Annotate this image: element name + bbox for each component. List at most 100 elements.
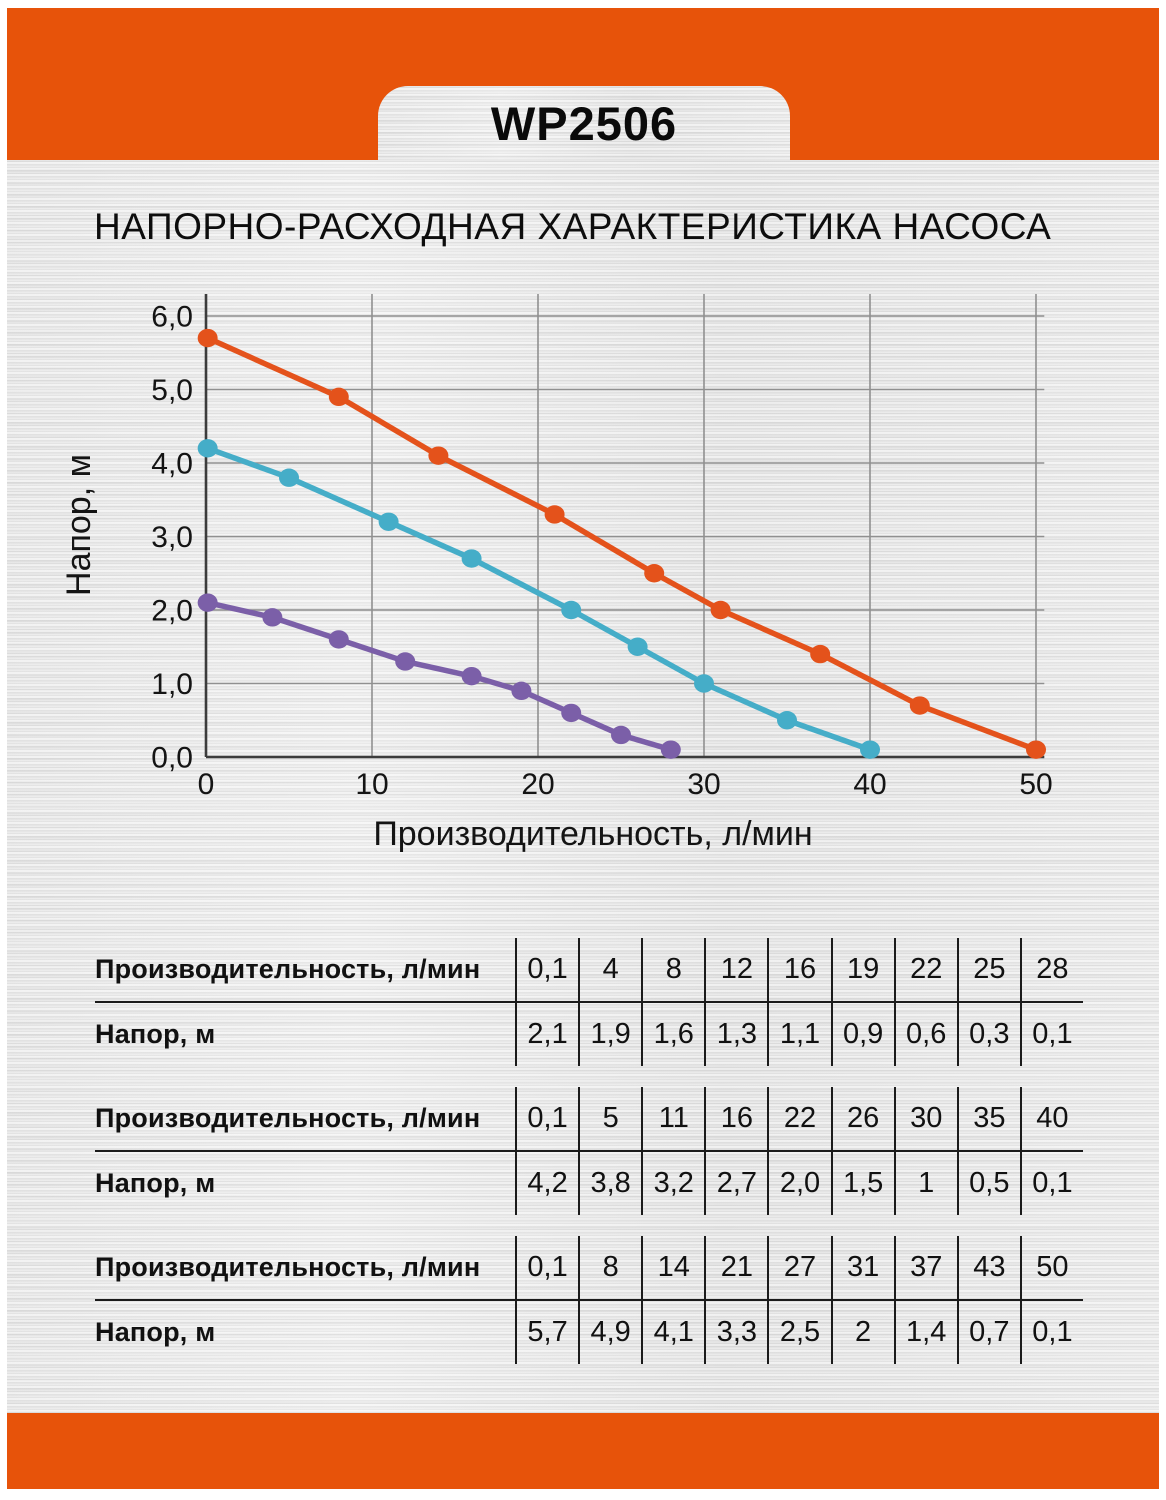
table-cell: 16 [704,1087,767,1150]
table-cell: 1,6 [641,1003,704,1067]
table-cell: 5,7 [515,1301,578,1365]
cyan-curve-point [777,711,797,730]
orange-curve-point [1026,740,1046,759]
footer-orange-band [7,1413,1159,1489]
cyan-curve-line [204,445,873,753]
model-name: WP2506 [490,96,678,150]
table-cell: 1,1 [767,1003,830,1067]
table-cell: 0,7 [956,1301,1020,1365]
table-cell: 3,3 [704,1301,767,1365]
cyan-curve-point [378,512,399,531]
table-cell: 0,3 [956,1003,1020,1067]
x-tick-label: 20 [521,768,554,801]
table-cell: 0,1 [1019,1003,1083,1067]
cyan-curve-point [197,439,218,458]
table-cell: 1,9 [578,1003,641,1067]
table-cell: 37 [893,1236,957,1299]
table-row-label: Производительность, л/мин [95,954,481,984]
purple-curve-point [461,666,482,686]
table-cell: 43 [956,1236,1020,1299]
cyan-curve-point [627,637,648,656]
y-tick-label: 6,0 [151,301,193,334]
table-cell: 0,9 [830,1003,894,1067]
table-divider [95,1150,1083,1153]
table-row-label: Производительность, л/мин [95,1252,481,1282]
page-title: НАПОРНО-РАСХОДНАЯ ХАРАКТЕРИСТИКА НАСОСА [94,206,1052,247]
table-cell: 8 [641,938,704,1001]
y-tick-label: 0,0 [151,742,193,775]
table-cell: 16 [767,938,830,1001]
table-row: Напор, м 5,7 4,9 4,1 3,3 2,5 2 1,4 0,7 0,1 [95,1301,1083,1365]
table-cell: 35 [956,1087,1020,1150]
x-tick-label: 50 [1019,768,1052,801]
table-cell: 1,5 [830,1152,894,1216]
table-cell: 1 [893,1152,957,1216]
purple-curve-point [262,608,283,627]
purple-curve-point [328,630,349,649]
y-tick-label: 5,0 [151,374,193,407]
orange-curve-point [909,696,930,715]
x-tick-label: 30 [687,768,720,801]
table-cell: 0,1 [1019,1152,1083,1216]
orange-curve-point [197,328,218,348]
y-tick-label: 3,0 [151,521,193,554]
table-cell: 2 [830,1301,894,1365]
orange-curve-point [710,600,731,620]
y-tick-label: 2,0 [151,595,193,628]
table-row: Напор, м 2,1 1,9 1,6 1,3 1,1 0,9 0,6 0,3 0,1 [95,1003,1083,1067]
orange-curve-point [644,564,665,583]
table-cell: 4,1 [641,1301,704,1365]
cyan-curve-point [461,549,482,568]
cyan-curve-point [860,740,880,759]
orange-curve-point [544,505,565,524]
table-cell: 0,6 [893,1003,957,1067]
x-tick-label: 40 [853,768,886,801]
cyan-curve-point [561,600,582,620]
table-row: Производительность, л/мин 0,1 5 11 16 22 26 30 3… [95,1087,1083,1150]
purple-curve-point [395,652,416,671]
x-tick-label: 0 [198,768,215,801]
table-cell: 40 [1019,1087,1083,1150]
table-cell: 21 [704,1236,767,1299]
orange-curve-point [810,644,831,664]
table-cell: 25 [956,938,1020,1001]
table-cell: 0,1 [515,1236,578,1299]
metal-body-panel [7,160,1159,1413]
cyan-curve-point [694,674,714,693]
table-cell: 2,7 [704,1152,767,1216]
table-row-label: Напор, м [95,1168,216,1199]
table-row-label: Напор, м [95,1019,216,1050]
table-cell: 27 [767,1236,830,1299]
table-cell: 5 [578,1087,641,1150]
table-cell: 31 [830,1236,894,1299]
table-cell: 12 [704,938,767,1001]
table-row: Производительность, л/мин 0,1 4 8 12 16 19 22 25… [95,938,1083,1001]
table-cell: 4,2 [515,1152,578,1216]
table-cell: 0,1 [515,1087,578,1150]
table-cell: 0,1 [515,938,578,1001]
purple-curve-point [197,593,218,612]
pump-table: Производительность, л/мин 0,1 4 8 12 16 19 22 25… [95,938,1083,1067]
table-row-label: Производительность, л/мин [95,1103,481,1133]
table-cell: 3,2 [641,1152,704,1216]
table-cell: 30 [893,1087,957,1150]
table-cell: 26 [830,1087,894,1150]
table-cell: 14 [641,1236,704,1299]
x-axis-title: Производительность, л/мин [373,815,812,853]
cyan-curve-point [279,468,299,487]
table-cell: 2,5 [767,1301,830,1365]
orange-curve-point [328,387,349,407]
table-row: Напор, м 4,2 3,8 3,2 2,7 2,0 1,5 1 0,5 0,1 [95,1152,1083,1216]
table-cell: 50 [1019,1236,1083,1299]
orange-curve-point [428,446,449,465]
table-cell: 3,8 [578,1152,641,1216]
table-cell: 2,1 [515,1003,578,1067]
y-axis-title: Напор, м [60,454,98,596]
purple-curve-point [511,681,532,701]
table-cell: 8 [578,1236,641,1299]
model-tab: WP2506 [378,86,790,160]
pump-table: Производительность, л/мин 0,1 8 14 21 27 31 37 4… [95,1236,1083,1365]
purple-curve-point [561,703,582,723]
y-tick-label: 4,0 [151,448,193,481]
